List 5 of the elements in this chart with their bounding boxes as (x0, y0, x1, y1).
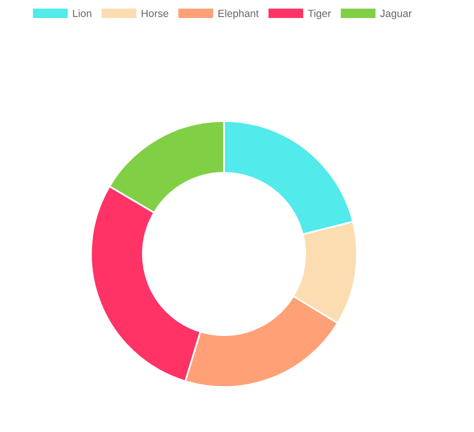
legend-label: Lion (73, 9, 92, 18)
legend-label: Elephant (218, 9, 259, 20)
legend-label: Horse (142, 10, 168, 18)
legend-label: Jaguar (380, 10, 412, 20)
legend-label: Tiger (308, 9, 331, 20)
